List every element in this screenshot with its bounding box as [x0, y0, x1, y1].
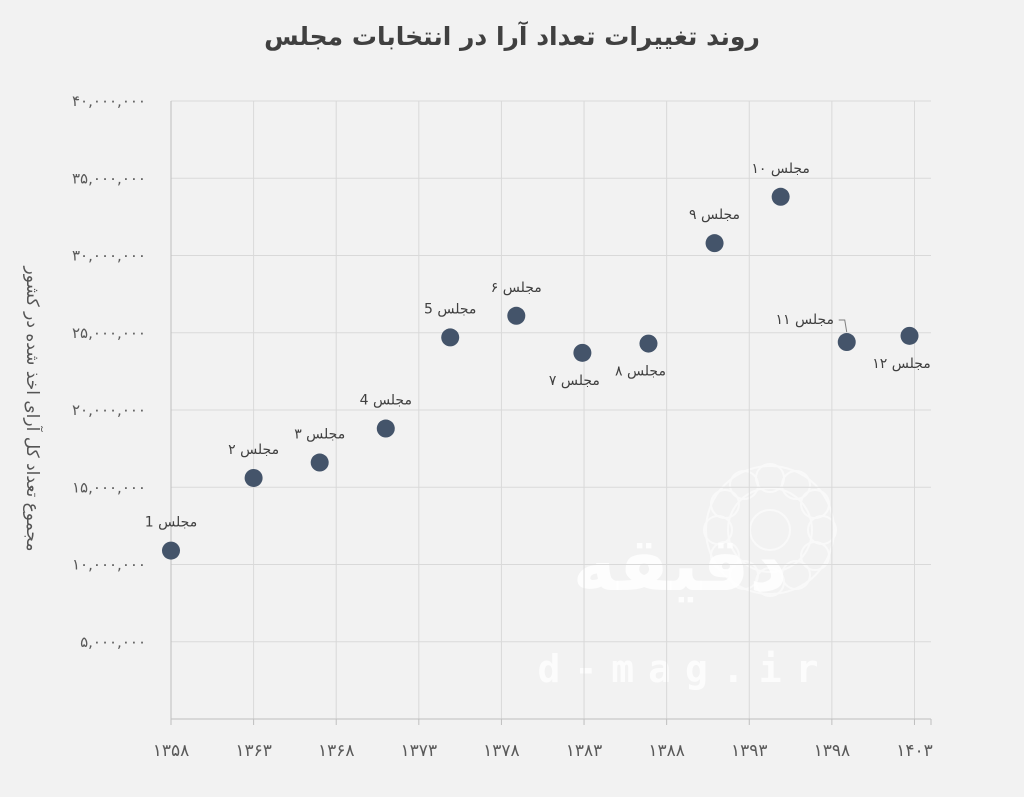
axes: [170, 101, 932, 725]
watermark: دقیقه d-mag.ir: [537, 463, 837, 691]
data-point: [441, 328, 460, 347]
y-tick-label: ۲۵,۰۰۰,۰۰۰: [72, 324, 146, 342]
y-axis-title: مجموع تعداد کل آرای اخذ شده در کشور: [22, 266, 44, 552]
watermark-petal: [729, 560, 759, 591]
data-points: [162, 187, 919, 560]
x-tick-label: ۱۳۹۸: [814, 741, 851, 761]
data-point: [244, 468, 263, 487]
x-tick-label: ۱۳۶۸: [318, 741, 355, 761]
watermark-petal: [800, 489, 831, 519]
data-point: [900, 326, 919, 345]
data-point: [705, 234, 724, 253]
x-tick-label: ۱۳۸۸: [648, 741, 685, 761]
y-tick-label: ۲۰,۰۰۰,۰۰۰: [72, 401, 146, 419]
data-point: [376, 419, 395, 438]
watermark-url: d-mag.ir: [537, 647, 832, 691]
data-label: مجلس ۶: [491, 280, 542, 296]
x-tick-label: ۱۳۸۳: [566, 741, 603, 761]
x-tick-label: ۱۳۷۸: [483, 741, 520, 761]
data-label: مجلس 5: [424, 301, 476, 317]
data-label: مجلس 4: [360, 393, 412, 409]
watermark-emblem: [703, 463, 837, 597]
leader-line: [838, 319, 848, 333]
data-point: [837, 333, 856, 352]
x-tick-label: ۱۳۶۳: [235, 741, 272, 761]
watermark-petal: [800, 541, 831, 571]
data-point: [162, 541, 180, 560]
watermark-ring: [705, 465, 835, 595]
y-axis-ticks: ۵,۰۰۰,۰۰۰ ۱۰,۰۰۰,۰۰۰ ۱۵,۰۰۰,۰۰۰ ۲۰,۰۰۰,۰۰۰ ۲…: [72, 92, 146, 651]
y-tick-label: ۱۵,۰۰۰,۰۰۰: [72, 478, 146, 496]
y-tick-label: ۴۰,۰۰۰,۰۰۰: [72, 92, 146, 110]
data-label: مجلس ۲: [228, 442, 279, 458]
y-tick-label: ۱۰,۰۰۰,۰۰۰: [72, 556, 146, 574]
data-point: [573, 343, 592, 362]
data-point: [507, 306, 526, 325]
x-tick-label: ۱۳۷۳: [401, 741, 438, 761]
data-label: مجلس ۳: [294, 427, 345, 443]
gridlines: [171, 100, 931, 719]
data-label: مجلس ۱۰: [751, 161, 810, 177]
y-tick-label: ۳۵,۰۰۰,۰۰۰: [72, 169, 146, 187]
y-tick-label: ۵,۰۰۰,۰۰۰: [80, 633, 146, 651]
watermark-petal: [729, 469, 759, 500]
watermark-petal: [709, 489, 740, 519]
data-label: مجلس ۸: [615, 364, 666, 380]
y-tick-label: ۳۰,۰۰۰,۰۰۰: [72, 247, 146, 265]
watermark-petal: [781, 469, 811, 500]
data-point: [310, 453, 329, 472]
data-label: مجلس ۷: [549, 373, 600, 389]
data-point: [639, 334, 658, 353]
data-labels: مجلس 1 مجلس ۲ مجلس ۳ مجلس 4 مجلس 5 مجلس ۶ مجلس…: [145, 161, 931, 531]
x-tick-label: ۱۳۵۸: [153, 741, 190, 761]
watermark-ring: [749, 509, 791, 551]
data-point: [771, 187, 790, 206]
data-label: مجلس ۱۲: [872, 356, 931, 372]
x-tick-label: ۱۳۹۳: [731, 741, 768, 761]
x-axis-ticks: ۱۳۵۸ ۱۳۶۳ ۱۳۶۸ ۱۳۷۳ ۱۳۷۸ ۱۳۸۳ ۱۳۸۸ ۱۳۹۳ ۱۳۹۸ ۱۴۰۳: [153, 741, 933, 761]
x-tick-label: ۱۴۰۳: [896, 741, 933, 761]
chart-title: روند تغییرات تعداد آرا در انتخابات مجلس: [264, 21, 760, 52]
data-label: مجلس ۹: [689, 207, 740, 223]
watermark-ring: [727, 487, 813, 573]
data-label: مجلس 1: [145, 515, 197, 531]
data-label: مجلس ۱۱: [775, 312, 834, 328]
